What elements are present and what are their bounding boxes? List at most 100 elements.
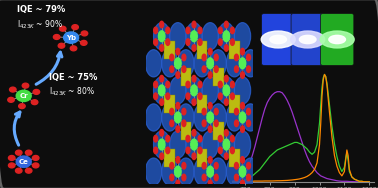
Circle shape bbox=[202, 108, 206, 115]
Circle shape bbox=[246, 108, 251, 115]
FancyBboxPatch shape bbox=[321, 70, 354, 122]
FancyBboxPatch shape bbox=[321, 14, 354, 65]
FancyBboxPatch shape bbox=[164, 149, 175, 167]
Circle shape bbox=[223, 139, 229, 150]
Circle shape bbox=[234, 23, 251, 50]
Circle shape bbox=[192, 21, 196, 28]
Circle shape bbox=[182, 108, 186, 115]
Circle shape bbox=[186, 39, 190, 45]
Circle shape bbox=[182, 54, 186, 61]
FancyBboxPatch shape bbox=[197, 149, 208, 167]
Circle shape bbox=[242, 50, 259, 77]
Circle shape bbox=[15, 150, 22, 155]
Circle shape bbox=[194, 50, 210, 77]
Text: I$_{423K}$ ~ 90%: I$_{423K}$ ~ 90% bbox=[17, 18, 64, 31]
Circle shape bbox=[160, 153, 164, 159]
Circle shape bbox=[208, 72, 212, 78]
Text: IQE ~ 79%: IQE ~ 79% bbox=[17, 5, 66, 14]
Circle shape bbox=[240, 157, 245, 163]
Circle shape bbox=[231, 27, 234, 34]
Circle shape bbox=[239, 112, 246, 123]
Circle shape bbox=[246, 66, 251, 72]
Circle shape bbox=[202, 120, 206, 127]
Circle shape bbox=[162, 158, 178, 185]
Circle shape bbox=[225, 99, 228, 105]
Circle shape bbox=[231, 135, 234, 142]
Circle shape bbox=[70, 46, 77, 51]
Circle shape bbox=[59, 26, 66, 31]
Circle shape bbox=[186, 93, 190, 99]
Circle shape bbox=[208, 157, 212, 163]
Circle shape bbox=[198, 39, 202, 45]
Circle shape bbox=[225, 75, 228, 82]
Circle shape bbox=[16, 156, 31, 167]
Circle shape bbox=[234, 162, 239, 169]
Circle shape bbox=[31, 100, 38, 105]
Circle shape bbox=[214, 108, 218, 115]
Circle shape bbox=[178, 104, 194, 131]
Circle shape bbox=[231, 81, 234, 88]
Circle shape bbox=[160, 75, 164, 82]
Circle shape bbox=[166, 93, 170, 99]
FancyBboxPatch shape bbox=[213, 122, 224, 140]
FancyBboxPatch shape bbox=[164, 95, 175, 113]
Circle shape bbox=[239, 58, 246, 69]
Circle shape bbox=[186, 147, 190, 154]
Circle shape bbox=[153, 131, 170, 158]
Circle shape bbox=[25, 168, 32, 173]
Circle shape bbox=[218, 93, 222, 99]
Circle shape bbox=[234, 108, 239, 115]
Circle shape bbox=[154, 39, 158, 45]
FancyBboxPatch shape bbox=[197, 95, 208, 113]
Circle shape bbox=[175, 58, 181, 69]
Circle shape bbox=[198, 93, 202, 99]
Circle shape bbox=[154, 27, 158, 34]
Circle shape bbox=[176, 157, 180, 163]
Circle shape bbox=[153, 23, 170, 50]
Circle shape bbox=[182, 120, 186, 127]
Circle shape bbox=[207, 58, 214, 69]
Circle shape bbox=[234, 54, 239, 61]
Circle shape bbox=[33, 155, 39, 160]
Circle shape bbox=[170, 162, 174, 169]
Circle shape bbox=[170, 120, 174, 127]
Circle shape bbox=[160, 99, 164, 105]
Circle shape bbox=[210, 104, 226, 131]
Circle shape bbox=[198, 81, 202, 88]
Circle shape bbox=[154, 93, 158, 99]
FancyBboxPatch shape bbox=[213, 68, 224, 86]
Circle shape bbox=[146, 104, 162, 131]
Circle shape bbox=[202, 23, 218, 50]
Circle shape bbox=[176, 72, 180, 78]
Circle shape bbox=[176, 48, 180, 55]
Circle shape bbox=[64, 32, 79, 43]
Circle shape bbox=[170, 108, 174, 115]
Circle shape bbox=[182, 162, 186, 169]
Circle shape bbox=[166, 81, 170, 88]
Circle shape bbox=[214, 174, 218, 181]
Circle shape bbox=[329, 92, 345, 100]
Circle shape bbox=[208, 48, 212, 55]
Circle shape bbox=[240, 126, 245, 132]
Circle shape bbox=[240, 180, 245, 186]
Circle shape bbox=[239, 166, 246, 177]
Circle shape bbox=[192, 153, 196, 159]
Circle shape bbox=[8, 97, 14, 102]
Circle shape bbox=[186, 27, 190, 34]
Circle shape bbox=[19, 104, 25, 109]
Circle shape bbox=[246, 174, 251, 181]
Circle shape bbox=[154, 81, 158, 88]
Circle shape bbox=[270, 35, 287, 44]
FancyBboxPatch shape bbox=[229, 41, 240, 59]
Circle shape bbox=[178, 50, 194, 77]
Circle shape bbox=[218, 135, 222, 142]
Circle shape bbox=[207, 112, 214, 123]
Circle shape bbox=[182, 66, 186, 72]
Circle shape bbox=[153, 77, 170, 104]
Circle shape bbox=[8, 163, 15, 168]
Circle shape bbox=[223, 31, 229, 42]
Circle shape bbox=[218, 39, 222, 45]
Circle shape bbox=[329, 35, 345, 44]
Circle shape bbox=[158, 139, 165, 150]
FancyBboxPatch shape bbox=[229, 95, 240, 113]
